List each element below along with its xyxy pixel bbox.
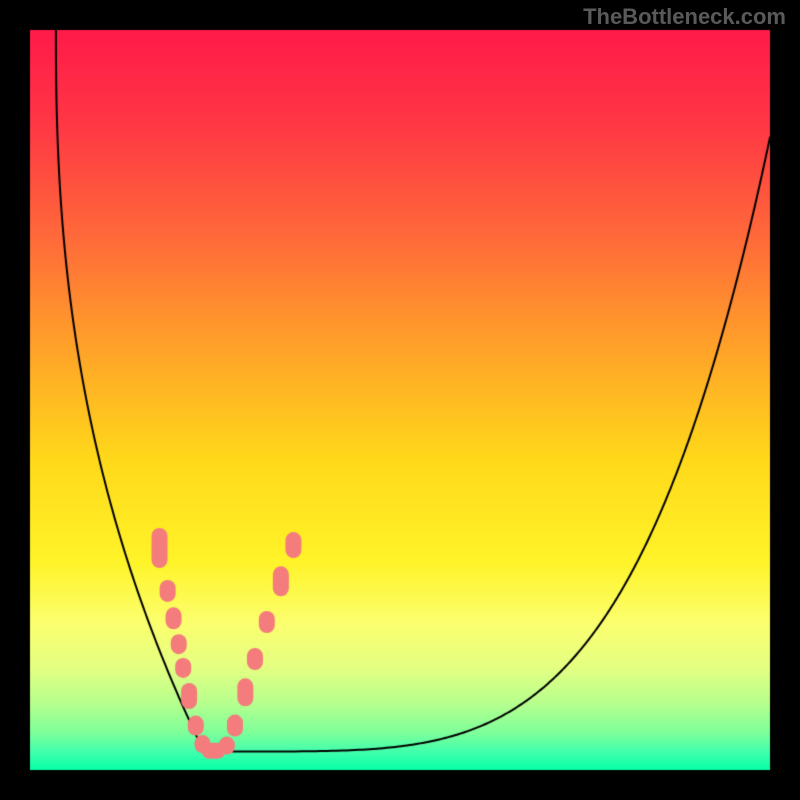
bottleneck-chart (0, 0, 800, 800)
